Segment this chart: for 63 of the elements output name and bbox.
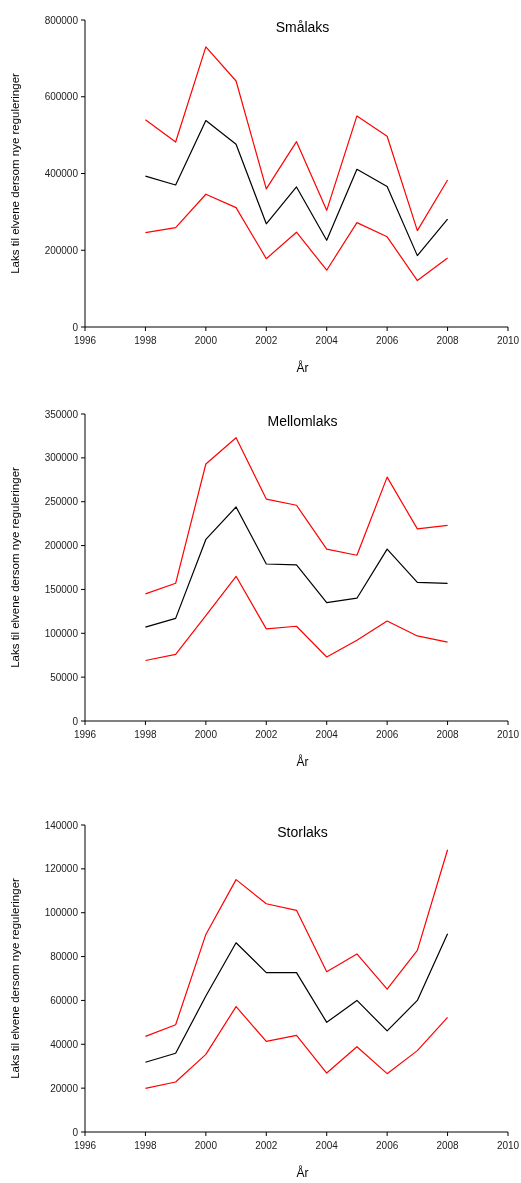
x-tick-label: 2002 [255, 729, 278, 740]
line-series [144, 119, 449, 257]
y-tick-label: 200000 [44, 244, 79, 256]
line-series [144, 506, 449, 628]
y-tick-label: 0 [72, 321, 79, 333]
y-tick-label: 300000 [44, 452, 79, 464]
chart-title: Storlaks [277, 824, 328, 840]
x-tick-label: 1998 [134, 1140, 157, 1151]
x-tick-label: 2002 [255, 335, 278, 346]
x-tick-label: 2004 [315, 335, 339, 346]
y-tick-label: 150000 [44, 583, 79, 595]
x-tick-label: 2000 [194, 729, 218, 740]
chart-title: Smålaks [275, 19, 330, 35]
x-tick-label: 2004 [315, 1140, 339, 1151]
line-series [144, 575, 449, 662]
y-tick-label: 60000 [50, 994, 79, 1006]
y-tick-label: 0 [72, 1126, 79, 1138]
x-tick-label: 2008 [436, 335, 460, 346]
y-tick-label: 800000 [44, 14, 79, 26]
y-axis-title: Laks til elvene dersom nye reguleringer [9, 466, 21, 668]
x-tick-label: 2006 [376, 1140, 399, 1151]
y-tick-label: 400000 [44, 168, 79, 179]
x-tick-label: 2010 [496, 335, 520, 346]
y-tick-label: 0 [72, 715, 79, 727]
line-series [144, 193, 449, 282]
x-tick-label: 2000 [194, 335, 218, 346]
y-tick-label: 140000 [44, 819, 79, 831]
x-tick-label: 2000 [194, 1140, 218, 1151]
y-tick-label: 50000 [50, 671, 79, 683]
line-series [144, 849, 449, 1037]
x-tick-label: 2010 [496, 1140, 520, 1151]
x-tick-label: 2006 [376, 335, 399, 346]
line-series [144, 1005, 449, 1089]
chart-title: Mellomlaks [267, 413, 338, 429]
y-tick-label: 80000 [50, 951, 79, 963]
x-axis-title: År [296, 754, 309, 769]
y-tick-label: 350000 [44, 408, 79, 420]
line-series [144, 46, 449, 232]
y-axis-title: Laks til elvene dersom nye reguleringer [9, 877, 21, 1079]
x-tick-label: 2008 [436, 729, 460, 740]
x-tick-label: 2002 [255, 1140, 278, 1151]
line-series [144, 933, 449, 1063]
y-tick-label: 120000 [44, 863, 79, 875]
x-tick-label: 1996 [73, 335, 97, 346]
y-tick-label: 20000 [50, 1082, 79, 1094]
line-series [144, 437, 449, 595]
y-tick-label: 40000 [50, 1038, 79, 1050]
y-tick-label: 600000 [44, 91, 79, 103]
y-tick-label: 100000 [44, 627, 79, 639]
y-tick-label: 250000 [44, 496, 79, 508]
x-tick-label: 1998 [134, 335, 157, 346]
x-axis-title: År [296, 1165, 309, 1180]
x-tick-label: 2008 [436, 1140, 460, 1151]
x-tick-label: 1996 [73, 729, 97, 740]
x-tick-label: 2004 [315, 729, 339, 740]
y-tick-label: 100000 [44, 907, 79, 919]
y-tick-label: 200000 [44, 540, 79, 552]
x-axis-title: År [296, 360, 309, 375]
x-tick-label: 2010 [496, 729, 520, 740]
x-tick-label: 1996 [73, 1140, 97, 1151]
x-tick-label: 1998 [134, 729, 157, 740]
x-tick-label: 2006 [376, 729, 399, 740]
y-axis-title: Laks til elvene dersom nye reguleringer [9, 72, 21, 274]
